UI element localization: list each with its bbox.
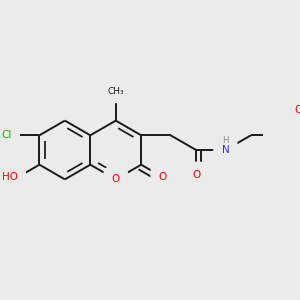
Text: CH₃: CH₃ [107, 87, 124, 96]
Text: O: O [192, 170, 200, 180]
Text: O: O [159, 172, 167, 182]
Text: H: H [222, 136, 229, 145]
Text: Cl: Cl [1, 130, 12, 140]
Text: HO: HO [2, 172, 18, 182]
Text: N: N [222, 145, 229, 155]
Text: O: O [294, 105, 300, 115]
Text: O: O [112, 174, 120, 184]
